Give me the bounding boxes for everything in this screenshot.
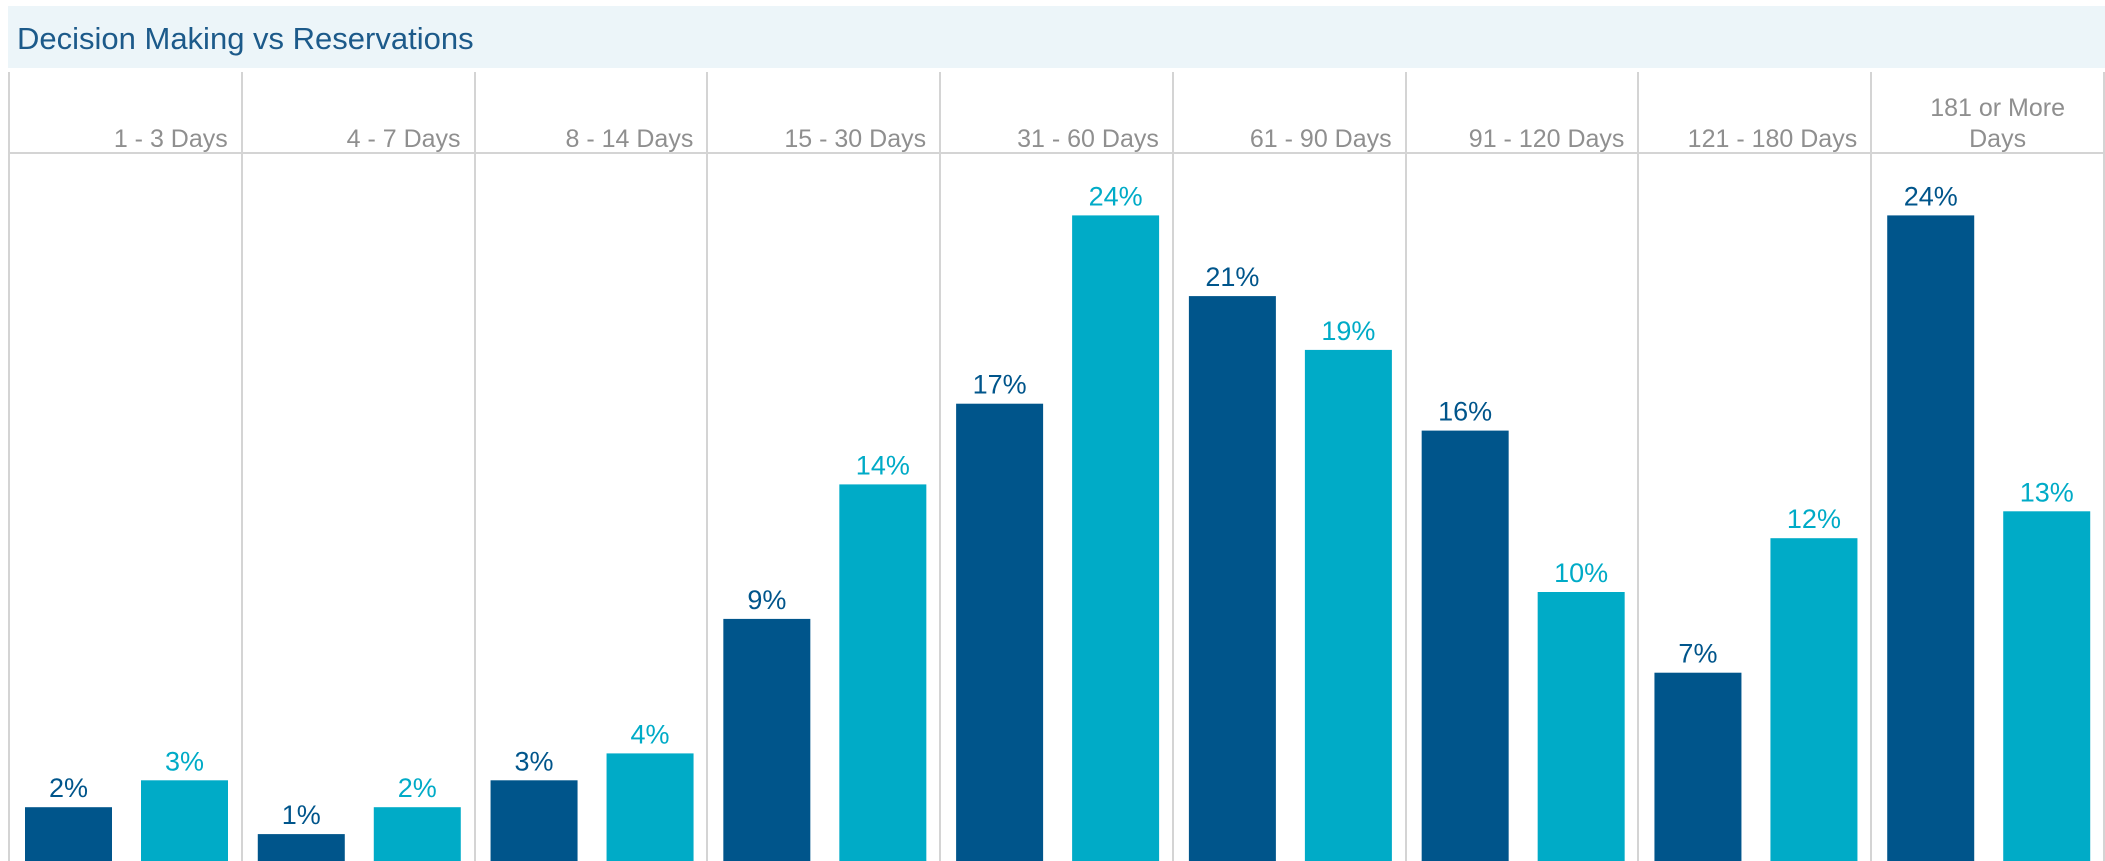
bar [1304,349,1392,861]
category-label: 4 - 7 Days [347,125,461,153]
bar [1188,296,1276,861]
bar-value-label: 7% [1678,639,1717,669]
category-label: 181 or More Days [1930,94,2065,153]
bar-value-label: 3% [165,746,204,776]
bar [141,780,228,861]
bar-value-label: 10% [1554,558,1608,588]
bar [723,618,811,861]
bar-value-label: 2% [49,773,88,803]
bar [25,807,112,861]
category-label: 8 - 14 Days [565,125,693,153]
category-label: 91 - 120 Days [1469,125,1625,153]
bar [1887,215,1975,861]
category-label: 1 - 3 Days [114,125,228,153]
category-label: 121 - 180 Days [1688,125,1858,153]
bar-value-label: 24% [1904,181,1958,211]
chart-title-bar: Decision Making vs Reservations [8,6,2105,68]
bar [956,403,1044,861]
bar [2003,511,2091,861]
bar-value-label: 9% [747,585,786,615]
bar [1072,215,1160,861]
bar [606,753,694,861]
bar [373,807,461,861]
bar [1537,592,1625,861]
bar-value-label: 12% [1787,504,1841,534]
bar [1770,538,1858,861]
bar-value-label: 19% [1321,316,1375,346]
bar-value-label: 3% [515,746,554,776]
bar [1421,430,1509,861]
bar-value-label: 17% [973,370,1027,400]
bar-value-label: 16% [1438,397,1492,427]
chart-title: Decision Making vs Reservations [17,21,474,56]
category-label: 15 - 30 Days [784,125,926,153]
category-label: 61 - 90 Days [1250,125,1392,153]
bar-value-label: 14% [856,450,910,480]
bar-value-label: 4% [631,719,670,749]
bar [490,780,578,861]
category-label: 31 - 60 Days [1017,125,1159,153]
bar-value-label: 1% [282,800,321,830]
bar-value-label: 2% [398,773,437,803]
bar-value-label: 21% [1205,262,1259,292]
bar [1654,672,1742,861]
bar [257,834,345,861]
bar-value-label: 24% [1089,181,1143,211]
bar-value-label: 13% [2020,477,2074,507]
bar [839,484,927,861]
